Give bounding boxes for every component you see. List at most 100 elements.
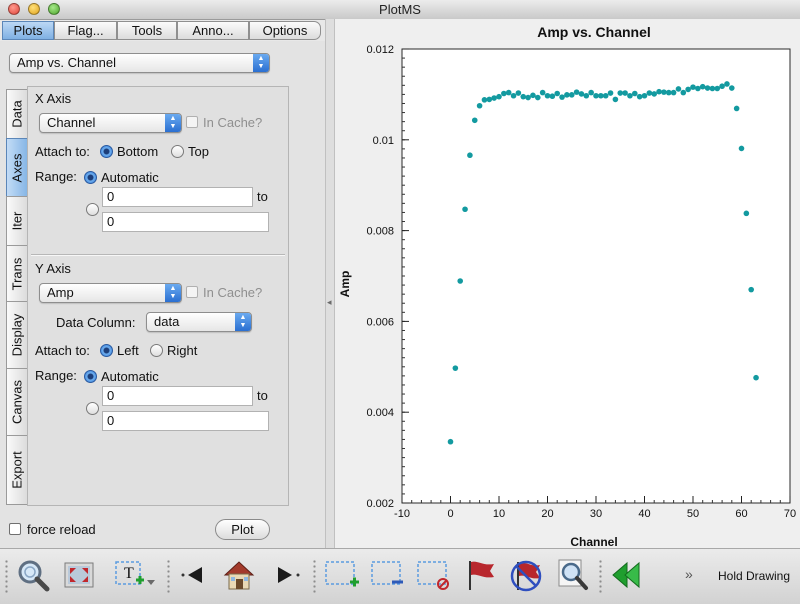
x-range-manual-radio[interactable] [86, 203, 99, 216]
x-range-max-input[interactable]: 0 [102, 212, 269, 232]
tab-plots[interactable]: Plots [2, 21, 54, 40]
force-reload-checkbox[interactable] [9, 523, 21, 535]
side-tab-export[interactable]: Export [6, 435, 28, 505]
minimize-window-button[interactable] [28, 3, 40, 15]
side-tab-data[interactable]: Data [6, 89, 28, 139]
data-point [588, 89, 594, 96]
data-point [729, 85, 735, 91]
side-tab-display[interactable]: Display [6, 301, 28, 369]
y-range-manual-radio[interactable] [86, 402, 99, 415]
data-point [539, 89, 546, 96]
plot-select[interactable]: Amp vs. Channel ▲ ▼ [9, 53, 270, 73]
side-tab-trans-label: Trans [9, 257, 25, 290]
y-range-automatic-radio[interactable] [84, 370, 97, 383]
y-data-column-select[interactable]: data ▲ ▼ [146, 312, 252, 332]
data-point [530, 92, 536, 99]
clear-regions-button[interactable] [416, 558, 452, 592]
window-title: PlotMS [379, 2, 421, 17]
chevron-updown-icon: ▲ ▼ [165, 284, 181, 302]
locate-button[interactable] [556, 558, 590, 592]
data-point [496, 93, 502, 100]
x-in-cache-checkbox[interactable] [186, 116, 198, 128]
toolbar-overflow-icon[interactable]: » [685, 566, 693, 582]
tab-annotate[interactable]: Anno... [177, 21, 249, 40]
plot-button[interactable]: Plot [215, 519, 270, 540]
data-point [602, 92, 609, 99]
side-tab-trans[interactable]: Trans [6, 245, 28, 302]
x-range-min-input[interactable]: 0 [102, 187, 253, 207]
zoom-window-button[interactable] [48, 3, 60, 15]
magnifier-icon [18, 560, 50, 592]
y-attach-label: Attach to: [35, 343, 90, 358]
mark-region-icon [325, 561, 359, 587]
x-axis-column-select[interactable]: Channel ▲ ▼ [39, 113, 182, 133]
data-point [646, 90, 653, 96]
y-in-cache-checkbox[interactable] [186, 286, 198, 298]
next-page-button[interactable] [274, 558, 304, 592]
mark-region-button[interactable] [324, 558, 360, 592]
fit-to-screen-button[interactable] [62, 558, 96, 592]
data-point [457, 278, 463, 284]
zoom-tool-button[interactable] [16, 558, 50, 592]
collapse-arrow-icon: ◂ [327, 297, 332, 307]
amp-vs-channel-chart: Amp vs. Channel Amp Channel -10 0 10 20 30 40… [338, 24, 796, 548]
plot-canvas[interactable]: Amp vs. Channel Amp Channel -10 0 10 20 30 40… [335, 19, 800, 548]
x-tick-label: 50 [687, 508, 699, 520]
data-point [690, 84, 696, 90]
fullscreen-icon [64, 562, 94, 588]
hold-drawing-button[interactable]: Hold Drawing [718, 569, 791, 583]
data-point [641, 92, 648, 99]
data-point [544, 92, 551, 99]
chevron-updown-icon: ▲ ▼ [165, 114, 181, 132]
flag-button[interactable] [464, 558, 498, 592]
x-attach-top-radio[interactable] [171, 145, 184, 158]
side-tab-display-label: Display [9, 313, 25, 357]
x-tick-label: 10 [493, 508, 505, 520]
previous-page-button[interactable] [178, 558, 208, 592]
tab-options[interactable]: Options [249, 21, 321, 40]
side-tab-canvas[interactable]: Canvas [6, 368, 28, 436]
data-point [743, 210, 750, 217]
data-point [738, 145, 745, 152]
splitter-handle[interactable]: ◂ [325, 19, 335, 548]
toolbar-separator [312, 559, 317, 593]
x-attach-top-label: Top [188, 144, 209, 159]
home-icon [223, 561, 255, 590]
data-point [724, 81, 730, 87]
close-window-button[interactable] [8, 3, 20, 15]
home-button[interactable] [222, 558, 256, 592]
tab-tools[interactable]: Tools [117, 21, 177, 40]
y-range-min-input[interactable]: 0 [102, 386, 253, 406]
chart-points [447, 81, 759, 445]
data-point [515, 90, 522, 96]
x-axis-column-value: Channel [47, 115, 96, 130]
y-attach-left-radio[interactable] [100, 344, 113, 357]
data-point [510, 92, 517, 99]
side-tab-axes[interactable]: Axes [6, 138, 28, 197]
back-button[interactable] [610, 558, 644, 592]
data-point [554, 90, 560, 97]
data-point [520, 93, 527, 100]
data-point [525, 94, 531, 101]
data-point [607, 90, 614, 96]
subtract-region-button[interactable] [370, 558, 406, 592]
y-range-max-input[interactable]: 0 [102, 411, 269, 431]
x-attach-bottom-radio[interactable] [100, 145, 113, 158]
x-range-automatic-radio[interactable] [84, 171, 97, 184]
data-point [564, 92, 570, 98]
x-tick-label: 20 [541, 508, 553, 520]
data-point [627, 92, 633, 99]
x-in-cache-label: In Cache? [203, 115, 263, 130]
tab-flag[interactable]: Flag... [54, 21, 117, 40]
y-tick-label: 0.008 [366, 226, 394, 238]
data-point [651, 91, 657, 97]
data-point [491, 95, 497, 101]
side-tab-iter[interactable]: Iter [6, 196, 28, 246]
unflag-button[interactable] [508, 558, 544, 594]
text-annotation-icon: T [115, 561, 155, 585]
annotate-text-button[interactable]: T [114, 558, 156, 592]
y-axis-column-select[interactable]: Amp ▲ ▼ [39, 283, 182, 303]
y-attach-right-radio[interactable] [150, 344, 163, 357]
data-point [447, 438, 454, 445]
x-tick-label: -10 [394, 508, 410, 520]
